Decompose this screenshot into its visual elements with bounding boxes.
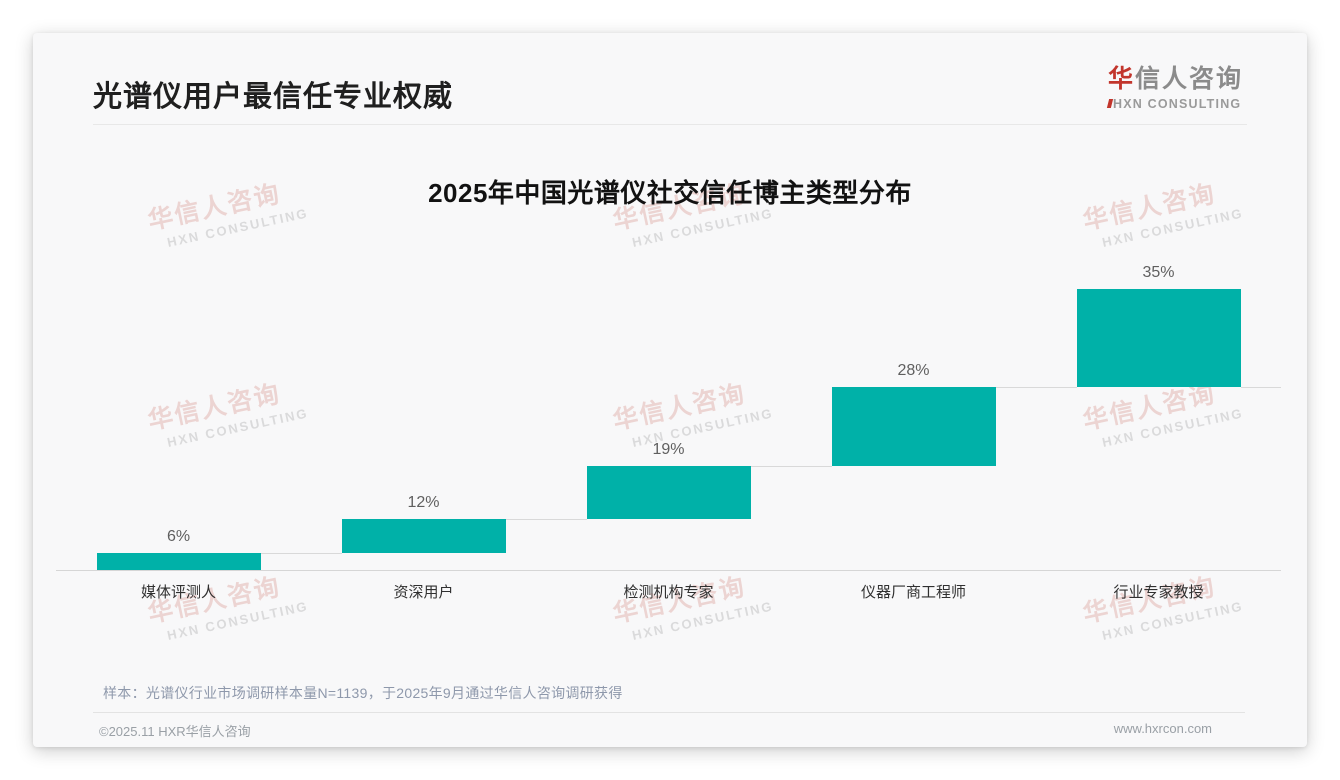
logo-subtitle-text: HXN CONSULTING — [1112, 97, 1242, 111]
connector-line — [505, 519, 587, 521]
footer-divider — [93, 712, 1245, 713]
bar-value-label: 28% — [897, 362, 930, 380]
category-label: 行业专家教授 — [1113, 584, 1204, 601]
category-label: 检测机构专家 — [623, 584, 714, 601]
sample-note: 样本：光谱仪行业市场调研样本量N=1139，于2025年9月通过华信人咨询调研获… — [103, 685, 623, 701]
logo-rest-chars: 信人咨询 — [1134, 65, 1243, 93]
bar — [586, 466, 751, 520]
header-divider — [93, 124, 1247, 125]
page-title: 光谱仪用户最信任专业权威 — [93, 81, 454, 113]
website-link[interactable]: www.hxrcon.com — [1113, 721, 1212, 736]
bar-value-label: 35% — [1142, 264, 1175, 281]
logo-brand-name: 华信人咨询 — [1108, 59, 1243, 95]
waterfall-chart: 6% 媒体评测人 12% 资深用户 19% 检测机构专家 28% 仪器厂商工程师 35% 行业专家… — [56, 253, 1281, 623]
category-label: 仪器厂商工程师 — [860, 584, 966, 601]
report-card: 华信人咨询 HXN CONSULTING 华信人咨询 HXN CONSULTING 华信… — [33, 33, 1307, 747]
connector-line — [1240, 387, 1281, 389]
brand-logo: 华信人咨询 HXN CONSULTING — [1106, 59, 1243, 111]
bar-value-label: 6% — [166, 528, 191, 546]
connector-line — [750, 466, 832, 468]
copyright-text: ©2025.11 HXR华信人咨询 — [99, 724, 251, 739]
chart-title: 2025年中国光谱仪社交信任博主类型分布 — [428, 178, 912, 208]
bar-value-label: 12% — [407, 494, 440, 512]
bar — [1076, 289, 1241, 388]
category-label: 资深用户 — [393, 584, 454, 601]
connector-line — [995, 387, 1077, 389]
category-label: 媒体评测人 — [140, 584, 216, 601]
bar — [96, 553, 261, 570]
bar-value-label: 19% — [652, 441, 685, 459]
logo-accent-char: 华 — [1107, 65, 1135, 93]
x-axis-baseline — [56, 570, 1281, 571]
bar — [831, 387, 996, 467]
logo-subtitle: HXN CONSULTING — [1106, 97, 1243, 111]
bar — [341, 519, 506, 554]
connector-line — [260, 553, 342, 555]
